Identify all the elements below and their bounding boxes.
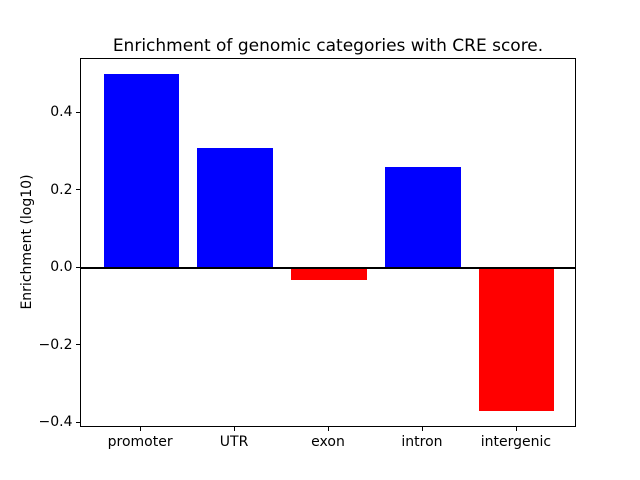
x-tick-mark (421, 427, 423, 431)
zero-line (81, 266, 575, 269)
x-tick-mark (328, 427, 329, 431)
x-tick-mark (234, 427, 236, 431)
y-tick-mark (76, 111, 80, 113)
y-tick-label: 0.0 (50, 259, 73, 276)
y-tick-label: −0.2 (38, 336, 73, 353)
x-tick-label-promoter: promoter (107, 434, 173, 450)
x-tick-mark (515, 427, 517, 431)
bar-exon (291, 267, 367, 280)
y-tick-mark (76, 421, 80, 423)
y-tick-label: 0.4 (50, 104, 73, 121)
x-tick-label-exon: exon (311, 434, 345, 450)
bar-intergenic (479, 267, 555, 412)
chart-title: Enrichment of genomic categories with CR… (112, 36, 544, 56)
bar-promoter (103, 74, 179, 268)
bar-intron (385, 167, 461, 268)
x-tick-mark (140, 427, 142, 431)
x-tick-label-intergenic: intergenic (480, 434, 552, 450)
x-tick-label-intron: intron (401, 434, 443, 450)
y-tick-label: −0.4 (38, 414, 73, 431)
plot-area (80, 58, 576, 427)
y-tick-label: 0.2 (50, 181, 73, 198)
y-tick-mark (76, 344, 80, 346)
y-tick-mark (76, 266, 80, 268)
y-tick-mark (76, 189, 80, 191)
bar-UTR (197, 147, 273, 268)
x-tick-label-UTR: UTR (219, 434, 249, 450)
